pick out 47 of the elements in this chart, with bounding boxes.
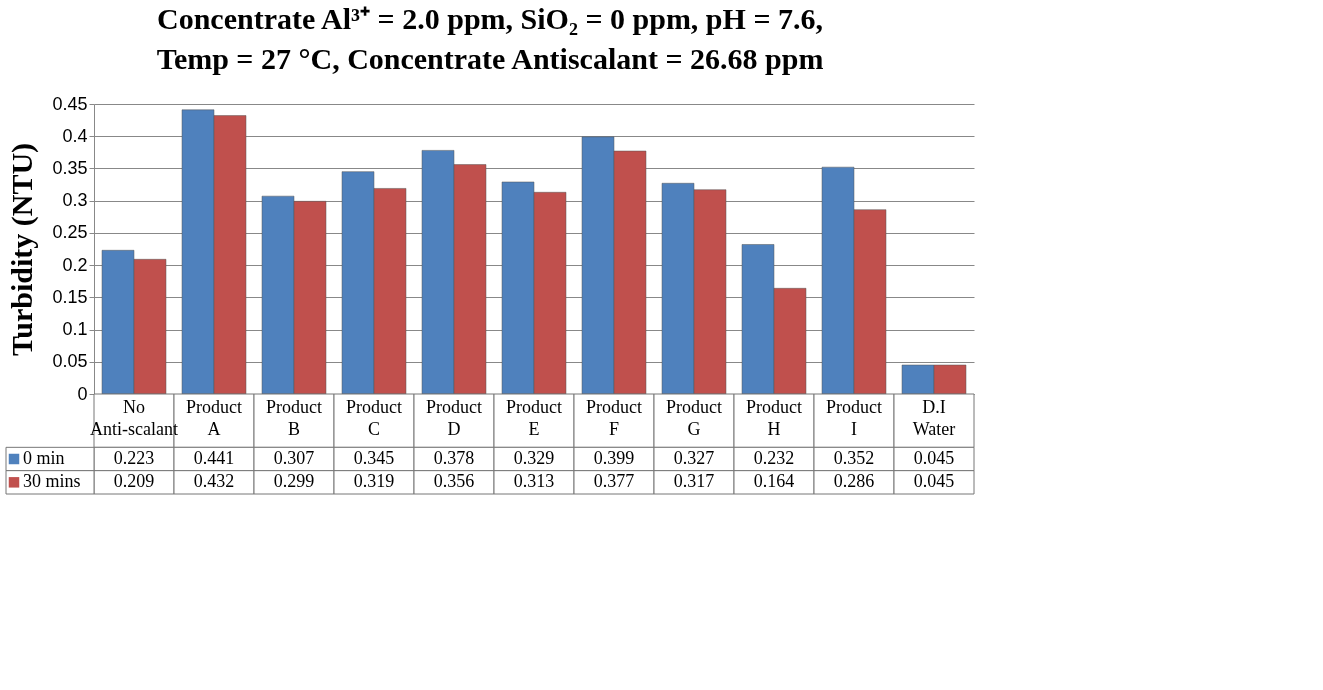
y-tick-label: 0.45 [52, 93, 88, 114]
data-label: 0.329 [513, 448, 555, 468]
data-label: 0.164 [753, 471, 795, 492]
x-tick-label: Product E [506, 397, 562, 439]
y-tick-label: 0.1 [62, 319, 88, 340]
x-tick-label: Product I [826, 397, 882, 439]
data-label: 0.317 [673, 471, 715, 492]
y-tick-label: 0 [77, 383, 88, 404]
data-label: 0.319 [353, 471, 395, 492]
data-label: 0.399 [593, 448, 635, 468]
data-label: 0.307 [273, 448, 315, 468]
y-axis-title: Turbidity (NTU) [5, 142, 40, 357]
x-tick-label: Product D [426, 397, 482, 439]
x-tick-label: Product B [266, 397, 322, 439]
data-label: 0.232 [753, 448, 795, 468]
data-label: 0.045 [913, 471, 955, 492]
data-label: 0.441 [193, 448, 235, 468]
chart-title: Concentrate Al³⁺ = 2.0 ppm, SiO₂ = 0 ppm, pH = 7.6, Temp = 27 °C, Concentrate Antiscalant = 26.68 ppm [156, 2, 824, 75]
y-tick-label: 0.05 [52, 351, 88, 372]
legend-label: 0 min [23, 448, 65, 468]
legend-label: 30 mins [23, 471, 81, 492]
data-label: 0.045 [913, 448, 955, 468]
data-label: 0.356 [433, 471, 475, 492]
data-label: 0.432 [193, 471, 235, 492]
x-tick-label: No Anti-scalant [90, 397, 178, 439]
y-tick-label: 0.3 [62, 190, 88, 211]
data-label: 0.299 [273, 471, 315, 492]
y-tick-label: 0.15 [52, 286, 88, 307]
x-tick-label: Product C [346, 397, 402, 439]
x-tick-label: Product H [746, 397, 802, 439]
data-label: 0.377 [593, 471, 635, 492]
x-tick-label: Product F [586, 397, 642, 439]
y-tick-label: 0.35 [52, 157, 88, 178]
y-tick-label: 0.25 [52, 222, 88, 243]
data-label: 0.378 [433, 448, 475, 468]
data-label: 0.286 [833, 471, 875, 492]
data-label: 0.223 [113, 448, 155, 468]
y-tick-label: 0.4 [62, 125, 88, 146]
data-label: 0.352 [833, 448, 875, 468]
data-label: 0.327 [673, 448, 715, 468]
data-label: 0.313 [513, 471, 555, 492]
data-label: 0.209 [113, 471, 155, 492]
x-tick-label: Product A [186, 397, 242, 439]
x-tick-label: D.I Water [912, 397, 956, 439]
data-label: 0.345 [353, 448, 395, 468]
x-tick-label: Product G [666, 397, 722, 439]
y-tick-label: 0.2 [62, 254, 88, 275]
